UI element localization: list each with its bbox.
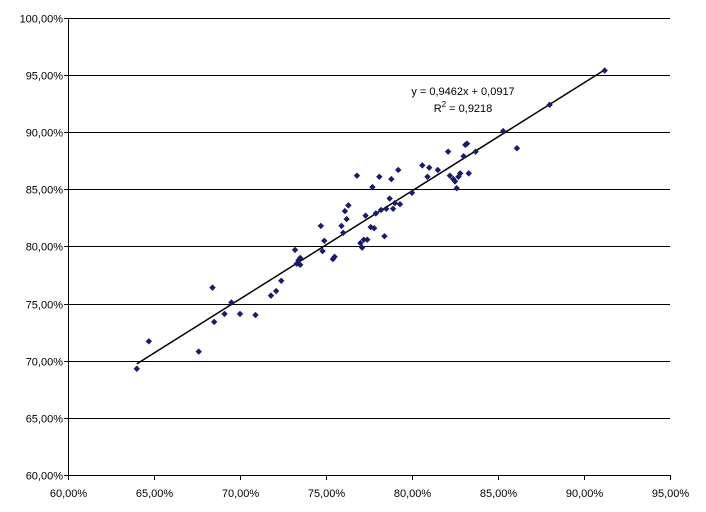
data-point-67 [601,67,608,74]
r-squared-label: R2 = 0,9218 [434,100,493,115]
x-tick-label-4: 80,00% [394,488,432,500]
data-point-3 [209,284,216,291]
data-point-9 [267,292,275,299]
y-tick-label-5: 85,00% [26,185,64,197]
x-tick-label-5: 85,00% [480,488,518,500]
data-point-15 [297,254,304,262]
data-point-53 [446,172,454,179]
r-squared-prefix: R [434,103,442,115]
data-point-6 [228,299,235,306]
data-point-48 [419,162,426,169]
data-point-35 [370,225,378,232]
y-tick-label-1: 65,00% [26,414,64,426]
data-point-61 [463,140,471,147]
data-point-50 [426,164,433,171]
r-squared-superscript: 2 [442,100,447,109]
trendline [136,69,606,365]
data-point-32 [364,236,371,243]
y-tick-label-8: 100,00% [20,14,64,26]
axes [64,18,671,480]
data-point-8 [252,311,259,319]
data-point-37 [376,173,383,181]
data-point-27 [353,172,361,179]
x-tick-label-6: 90,00% [566,488,604,500]
data-point-43 [389,205,397,212]
x-axis-tick-labels: 60,00% 65,00% 70,00% 75,00% 80,00% 85,00% 90,0… [50,488,690,500]
data-point-11 [278,277,285,284]
data-point-7 [236,310,244,318]
x-tick-label-3: 75,00% [308,488,346,500]
data-point-25 [343,215,350,223]
y-tick-label-0: 60,00% [26,471,64,483]
data-point-51 [434,166,441,174]
data-point-21 [331,253,338,260]
y-axis-tick-labels: 60,00% 65,00% 70,00% 75,00% 80,00% 85,00% 90,0… [20,14,64,483]
data-point-12 [291,246,299,254]
data-point-47 [408,189,416,197]
y-tick-label-6: 90,00% [26,128,64,140]
data-points [133,67,608,372]
y-tick-label-3: 75,00% [26,300,64,312]
y-tick-label-4: 80,00% [26,242,64,254]
data-point-16 [297,261,304,268]
data-point-22 [338,222,345,230]
data-point-58 [456,170,464,177]
data-point-54 [450,175,457,183]
data-point-39 [381,233,388,240]
data-point-2 [195,348,202,355]
data-point-63 [472,148,479,155]
data-point-46 [396,201,404,208]
data-point-52 [444,148,452,155]
data-point-62 [465,170,472,177]
data-point-36 [372,210,380,217]
x-tick-label-2: 70,00% [222,488,260,500]
y-tick-label-2: 70,00% [26,357,64,369]
r-squared-value: = 0,9218 [446,103,492,115]
data-point-26 [345,202,352,209]
data-point-42 [388,175,395,183]
data-point-5 [221,310,228,318]
x-tick-label-0: 60,00% [50,488,88,500]
data-point-19 [321,237,328,244]
data-point-10 [272,287,280,295]
data-point-45 [395,166,402,174]
data-point-34 [369,183,376,191]
data-point-64 [499,127,507,135]
data-point-1 [145,338,153,345]
gridlines [68,18,670,476]
data-point-0 [133,365,140,372]
trendline-equation-group: y = 0,9462x + 0,0917 R2 = 0,9218 [411,86,514,115]
x-tick-label-7: 95,00% [652,488,690,500]
data-point-18 [319,247,326,255]
data-point-40 [383,205,390,212]
data-point-41 [386,195,393,202]
data-point-31 [362,212,369,219]
data-point-4 [211,318,218,326]
x-tick-label-1: 65,00% [136,488,174,500]
data-point-17 [317,222,325,230]
data-point-56 [453,185,460,192]
data-point-23 [340,229,347,236]
data-point-66 [546,101,553,109]
y-tick-label-7: 95,00% [26,71,64,83]
data-point-29 [358,244,366,251]
data-point-38 [377,206,385,214]
data-point-55 [451,178,459,185]
data-point-24 [341,207,349,215]
trendline-equation: y = 0,9462x + 0,0917 [411,86,514,98]
data-point-59 [460,153,467,160]
trendline-group [136,69,606,365]
data-point-49 [424,173,431,181]
data-point-44 [391,199,398,207]
data-point-65 [513,145,521,152]
data-point-30 [360,236,368,243]
